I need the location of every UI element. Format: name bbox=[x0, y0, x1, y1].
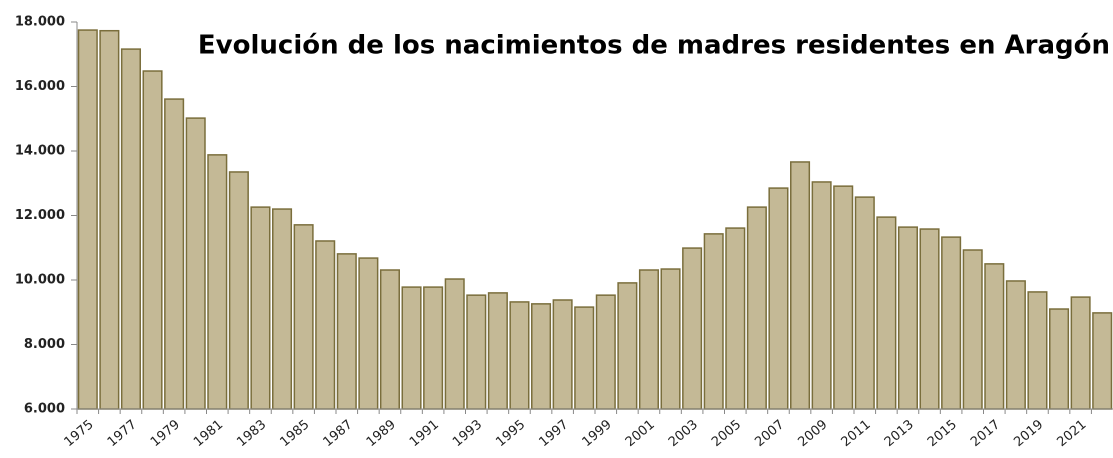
y-tick-label: 10.000 bbox=[15, 273, 65, 288]
x-tick-label: 1983 bbox=[234, 417, 269, 450]
bar bbox=[552, 299, 573, 410]
bar bbox=[595, 294, 616, 410]
x-tick-label: 2003 bbox=[666, 417, 701, 450]
bar bbox=[164, 98, 185, 410]
bar bbox=[962, 249, 983, 410]
x-tick-label: 1991 bbox=[407, 417, 442, 450]
bar bbox=[703, 233, 724, 410]
bar bbox=[120, 48, 141, 410]
y-tick-label: 14.000 bbox=[15, 144, 65, 159]
bar bbox=[358, 257, 379, 410]
x-tick-label: 2019 bbox=[1011, 417, 1046, 450]
bar bbox=[725, 227, 746, 410]
x-tick-label: 2009 bbox=[795, 417, 830, 450]
x-tick-label: 2015 bbox=[925, 417, 960, 450]
bar bbox=[487, 292, 508, 410]
bar bbox=[99, 29, 120, 410]
bar bbox=[509, 301, 530, 410]
bar bbox=[185, 117, 206, 410]
x-tick-label: 1975 bbox=[62, 417, 97, 450]
bar bbox=[531, 303, 552, 410]
bar bbox=[293, 224, 314, 410]
bar bbox=[984, 263, 1005, 410]
bar bbox=[941, 236, 962, 410]
bar bbox=[250, 206, 271, 410]
x-tick-label: 1987 bbox=[321, 417, 356, 450]
chart-title: Evolución de los nacimientos de madres r… bbox=[198, 31, 1110, 61]
bar bbox=[833, 185, 854, 410]
x-tick-label: 1985 bbox=[277, 417, 312, 450]
x-tick-label: 1993 bbox=[450, 417, 485, 450]
bar bbox=[207, 154, 228, 410]
bar bbox=[1049, 308, 1070, 410]
y-tick-label: 6.000 bbox=[24, 402, 65, 417]
bar bbox=[142, 70, 163, 410]
bar bbox=[444, 278, 465, 410]
bar bbox=[660, 268, 681, 410]
x-tick-label: 2017 bbox=[968, 417, 1003, 450]
bar bbox=[77, 29, 98, 410]
bar bbox=[336, 253, 357, 410]
bar bbox=[790, 161, 811, 410]
bar bbox=[876, 216, 897, 410]
x-tick-label: 1989 bbox=[364, 417, 399, 450]
y-tick-label: 18.000 bbox=[15, 15, 65, 30]
x-tick-label: 2007 bbox=[752, 417, 787, 450]
y-tick-label: 12.000 bbox=[15, 208, 65, 223]
x-tick-label: 2011 bbox=[839, 417, 874, 450]
bar bbox=[228, 171, 249, 410]
bar bbox=[379, 269, 400, 410]
bar bbox=[811, 181, 832, 410]
x-tick-label: 2013 bbox=[882, 417, 917, 450]
bar bbox=[1005, 280, 1026, 410]
x-tick-label: 2005 bbox=[709, 417, 744, 450]
x-tick-label: 1977 bbox=[105, 417, 140, 450]
bar bbox=[1027, 291, 1048, 410]
bar bbox=[315, 240, 336, 410]
bar bbox=[272, 208, 293, 410]
y-tick-label: 16.000 bbox=[15, 79, 65, 94]
x-tick-label: 2001 bbox=[623, 417, 658, 450]
x-tick-label: 1999 bbox=[580, 417, 615, 450]
bar bbox=[919, 228, 940, 410]
bar bbox=[682, 247, 703, 410]
bar bbox=[746, 206, 767, 410]
bar bbox=[401, 286, 422, 410]
bar bbox=[574, 306, 595, 410]
x-tick-label: 1979 bbox=[148, 417, 183, 450]
bar bbox=[768, 187, 789, 410]
bar bbox=[617, 282, 638, 410]
bar bbox=[638, 269, 659, 410]
bar bbox=[466, 294, 487, 410]
bar bbox=[1092, 312, 1113, 410]
x-tick-label: 1995 bbox=[493, 417, 528, 450]
bar bbox=[1070, 296, 1091, 410]
x-tick-label: 1997 bbox=[536, 417, 571, 450]
x-tick-label: 1981 bbox=[191, 417, 226, 450]
y-tick-label: 8.000 bbox=[24, 337, 65, 352]
bar bbox=[854, 196, 875, 410]
x-tick-label: 2021 bbox=[1054, 417, 1089, 450]
bar bbox=[423, 286, 444, 410]
bar bbox=[897, 226, 918, 410]
